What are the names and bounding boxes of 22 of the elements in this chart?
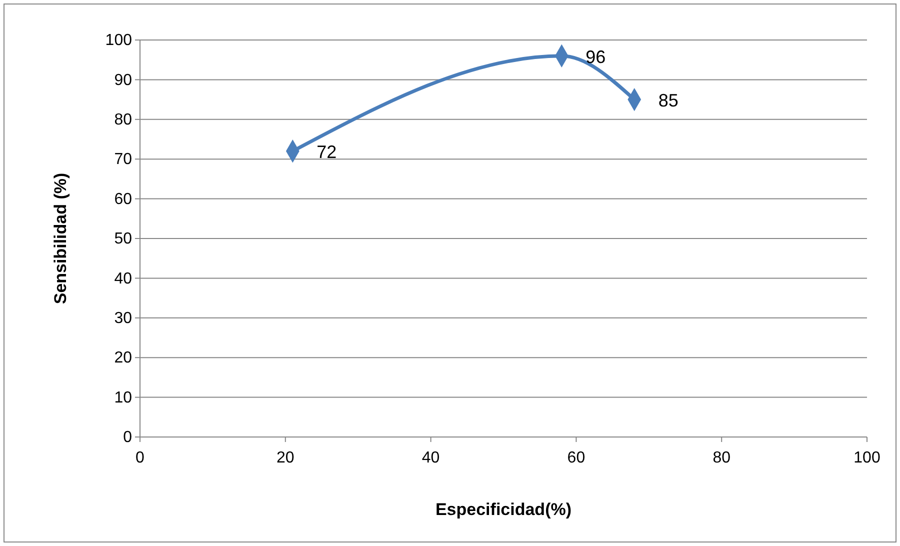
data-label: 72 bbox=[316, 142, 337, 162]
y-tick-label: 70 bbox=[114, 151, 132, 168]
x-tick-label: 0 bbox=[136, 450, 145, 467]
x-tick-label: 40 bbox=[422, 450, 440, 467]
y-tick-label: 100 bbox=[105, 32, 132, 50]
y-tick-label: 60 bbox=[114, 190, 132, 208]
x-tick-label: 60 bbox=[567, 450, 586, 467]
y-tick-label: 20 bbox=[114, 350, 132, 367]
y-tick-label: 80 bbox=[114, 112, 132, 129]
y-tick-label: 90 bbox=[114, 72, 132, 89]
y-axis-title: Sensibilidad (%) bbox=[51, 172, 70, 304]
data-label: 85 bbox=[658, 90, 678, 111]
y-tick-label: 50 bbox=[114, 230, 132, 248]
y-tick-label: 40 bbox=[114, 270, 132, 288]
data-label: 96 bbox=[586, 46, 606, 67]
x-axis-title: Especificidad(%) bbox=[435, 500, 572, 519]
y-tick-label: 10 bbox=[114, 389, 132, 406]
x-tick-label: 20 bbox=[276, 450, 294, 467]
y-tick-label: 30 bbox=[114, 310, 132, 328]
x-tick-label: 100 bbox=[854, 450, 880, 467]
x-tick-label: 80 bbox=[712, 450, 731, 467]
y-tick-label: 0 bbox=[123, 429, 132, 446]
